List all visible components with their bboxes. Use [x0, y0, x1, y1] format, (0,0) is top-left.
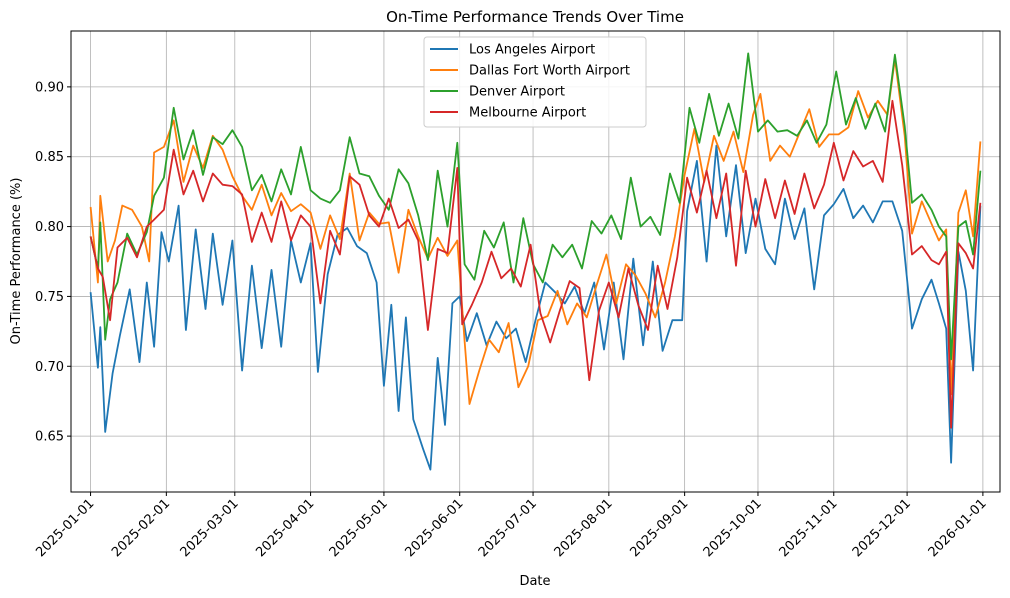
y-axis-label: On-Time Performance (%): [9, 178, 24, 345]
x-tick-label: 2026-01-01: [926, 496, 990, 560]
y-tick-label: 0.80: [35, 220, 64, 235]
y-tick-label: 0.90: [35, 80, 64, 95]
legend-entry: Melbourne Airport: [469, 106, 586, 121]
x-tick-label: 2025-11-01: [777, 496, 841, 560]
chart-title: On-Time Performance Trends Over Time: [386, 8, 684, 26]
x-tick-label: 2025-08-01: [552, 496, 616, 560]
legend-entry: Dallas Fort Worth Airport: [469, 64, 630, 79]
y-tick-label: 0.75: [35, 290, 64, 305]
x-tick-label: 2025-05-01: [327, 496, 391, 560]
x-tick-label: 2025-04-01: [253, 496, 317, 560]
legend-entry: Los Angeles Airport: [469, 43, 595, 58]
x-tick-label: 2025-03-01: [178, 496, 242, 560]
plot-area-frame: [70, 30, 1001, 493]
x-tick-label: 2025-09-01: [627, 496, 691, 560]
y-tick-label: 0.65: [35, 430, 64, 445]
x-tick-label: 2025-02-01: [109, 496, 173, 560]
legend-box: [423, 36, 647, 128]
x-axis: 2025-01-01 2025-02-01 2025-03-01 2025-04-01…: [33, 492, 990, 560]
y-axis: 0.65 0.70 0.75 0.80 0.85 0.90: [35, 80, 71, 445]
y-tick-label: 0.85: [35, 150, 64, 165]
x-tick-label: 2025-06-01: [403, 496, 467, 560]
x-tick-label: 2025-07-01: [476, 496, 540, 560]
series-line-los-angeles-airport: [89, 144, 982, 471]
series-line-melbourne-airport: [89, 99, 982, 429]
x-tick-label: 2025-10-01: [701, 496, 765, 560]
x-axis-label: Date: [519, 574, 550, 589]
legend-entry: Denver Airport: [469, 85, 565, 100]
series-line-dallas-fort-worth-airport: [89, 58, 982, 405]
x-tick-label: 2025-12-01: [850, 496, 914, 560]
y-tick-label: 0.70: [35, 360, 64, 375]
series-layer: [89, 52, 982, 471]
x-tick-label: 2025-01-01: [33, 496, 97, 560]
legend: Los Angeles Airport Dallas Fort Worth Air…: [423, 36, 647, 128]
